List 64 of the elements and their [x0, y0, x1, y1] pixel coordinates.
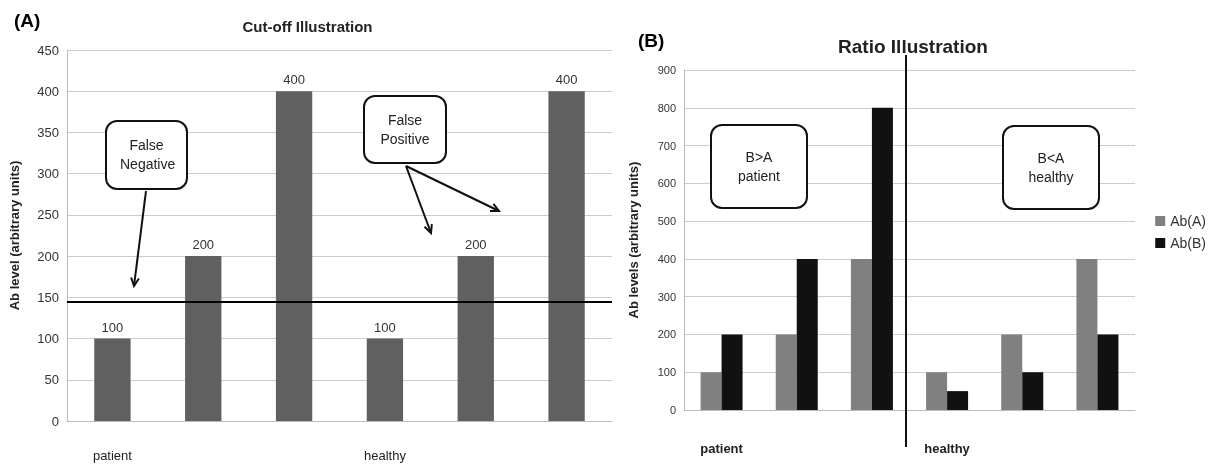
bar: [926, 372, 948, 410]
bar: [185, 256, 222, 421]
bar: [1097, 334, 1119, 410]
data-label: 200: [192, 237, 215, 253]
bar: [721, 334, 743, 410]
y-tick-label: 200: [657, 328, 676, 341]
bar: [94, 338, 131, 421]
y-tick-label: 100: [657, 366, 676, 379]
legend-label: Ab(B): [1170, 235, 1207, 251]
x-tick-label: healthy: [924, 441, 971, 456]
chart-title: Ratio Illustration: [838, 36, 988, 57]
x-tick-label: healthy: [363, 448, 407, 463]
y-tick-label: 150: [37, 289, 59, 305]
annotation: B>A patient: [736, 147, 781, 186]
bar: [275, 91, 313, 421]
bar: [457, 256, 494, 421]
data-label: 400: [283, 72, 305, 88]
bar: [700, 372, 722, 410]
bar: [548, 91, 585, 421]
y-tick-label: 600: [657, 177, 676, 190]
y-tick-label: 300: [657, 290, 676, 303]
callout-box: B<A healthy: [1002, 125, 1100, 210]
chart-title: Cut-off Illustration: [242, 18, 373, 35]
bar: [850, 258, 872, 410]
data-label: 200: [464, 237, 487, 253]
bar: [775, 334, 797, 410]
bar: [1001, 334, 1023, 410]
bar: [1076, 258, 1098, 410]
bar: [796, 258, 818, 410]
data-label: 100: [101, 319, 124, 335]
bar: [366, 338, 404, 421]
annotation: B<A healthy: [1027, 148, 1075, 187]
y-tick-label: 700: [657, 139, 676, 152]
y-tick-label: 800: [657, 101, 676, 114]
y-tick-label: 900: [657, 64, 676, 76]
data-label: 100: [374, 319, 396, 335]
callout-box: B>A patient: [710, 124, 808, 209]
y-tick-label: 0: [669, 404, 676, 416]
y-tick-label: 450: [37, 42, 59, 58]
x-tick-label: patient: [92, 448, 133, 463]
y-tick-label: 400: [37, 83, 59, 99]
text: (A): [14, 10, 41, 31]
callout-box: False Negative: [105, 120, 188, 190]
y-axis-title: Ab level (arbitrary units): [7, 160, 22, 311]
y-tick-label: 350: [37, 124, 59, 140]
y-axis-title: Ab levels (arbitrary units): [626, 161, 641, 319]
bar: [947, 391, 969, 410]
callout-box: False Positive: [363, 95, 447, 164]
y-tick-label: 250: [37, 207, 59, 223]
x-tick-label: patient: [700, 441, 744, 456]
text: (B): [638, 30, 665, 51]
y-tick-label: 200: [37, 248, 59, 264]
data-label: 400: [555, 72, 578, 88]
y-tick-label: 50: [44, 372, 59, 388]
bar: [1022, 372, 1044, 410]
y-tick-label: 300: [37, 166, 59, 182]
annotation: False Positive: [379, 110, 431, 149]
y-tick-label: 0: [51, 413, 59, 429]
y-tick-label: 400: [657, 252, 676, 265]
annotation: False Negative: [120, 136, 176, 174]
y-tick-label: 500: [657, 215, 676, 228]
bar: [871, 107, 893, 410]
y-tick-label: 100: [37, 331, 59, 347]
legend-label: Ab(A): [1170, 213, 1207, 229]
